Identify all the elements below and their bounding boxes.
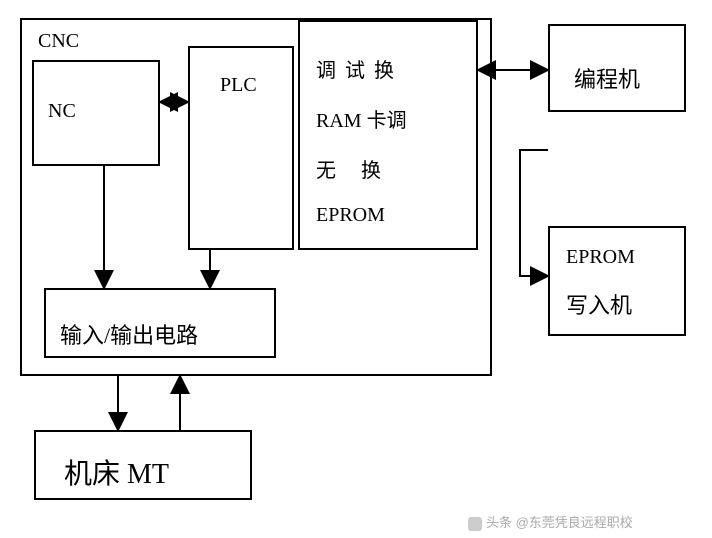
center-line-0: 调 试 换 <box>316 54 396 83</box>
eprom-line-0: EPROM <box>566 246 635 269</box>
plc-label: PLC <box>220 74 257 97</box>
nc-label: NC <box>48 100 76 123</box>
center-line-1: RAM 卡调 <box>316 104 407 133</box>
watermark-icon <box>468 517 482 531</box>
center-line-3: EPROM <box>316 204 385 227</box>
cnc-label: CNC <box>38 30 79 53</box>
watermark-text: 头条 @东莞凭良远程职校 <box>486 515 633 530</box>
watermark: 头条 @东莞凭良远程职校 <box>468 512 633 531</box>
mt-label: 机床 MT <box>64 452 169 492</box>
center-line-2: 无 换 <box>316 154 381 183</box>
io-label: 输入/输出电路 <box>60 318 198 350</box>
eprom-line-1: 写入机 <box>566 288 632 320</box>
prog-label: 编程机 <box>574 62 640 94</box>
